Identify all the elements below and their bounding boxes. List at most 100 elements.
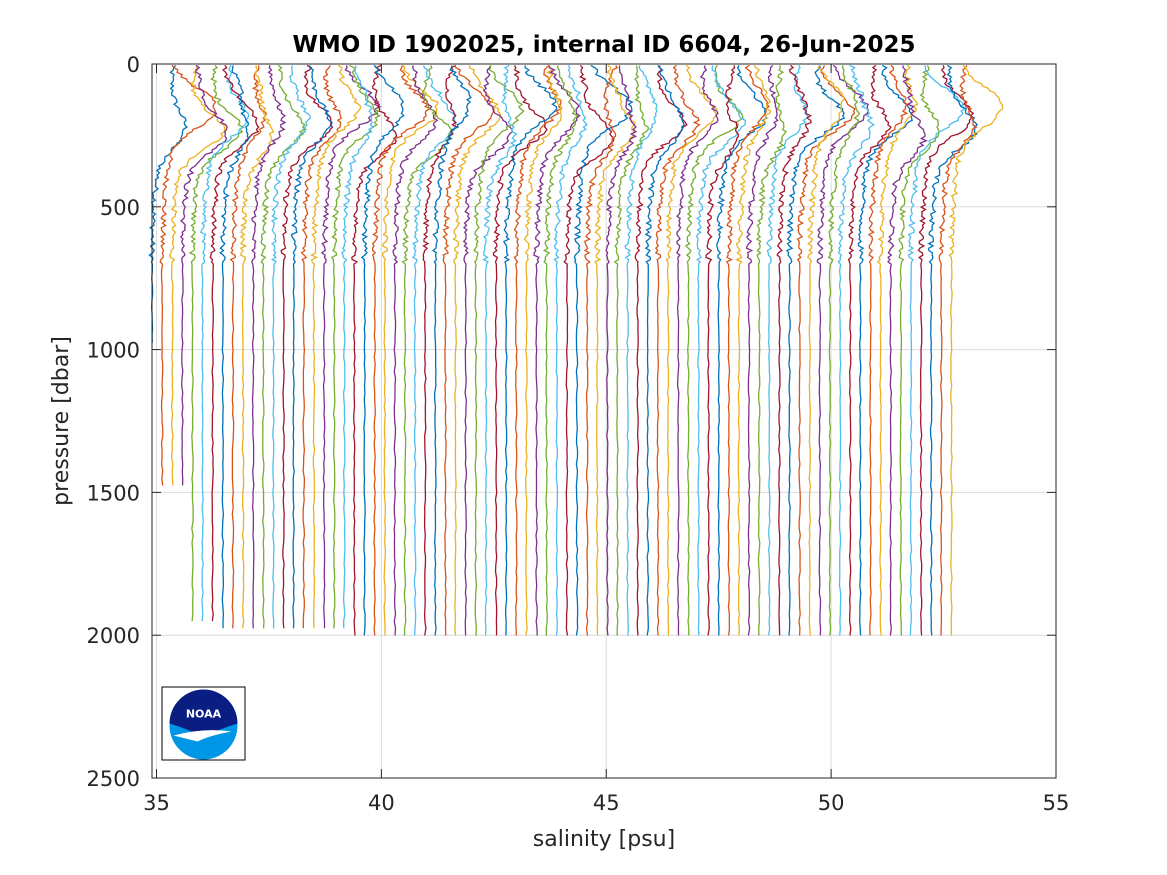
x-tick-label: 50: [818, 791, 845, 815]
noaa-logo: NOAA: [161, 686, 246, 761]
profile-line: [280, 64, 334, 629]
profile-line: [665, 64, 718, 636]
profile-line: [827, 65, 861, 636]
profile-line: [684, 64, 744, 636]
profile-line: [462, 65, 514, 636]
profile-line: [583, 65, 619, 636]
profile-line: [948, 64, 1004, 636]
profile-line: [675, 65, 719, 636]
profile-line: [745, 64, 779, 636]
profile-line: [452, 65, 502, 636]
profile-line: [251, 65, 287, 629]
profile-line: [290, 65, 333, 629]
profile-line: [492, 65, 548, 636]
profile-line: [188, 64, 246, 622]
axis-ticks: 35 40 45 50 55 0 500 1000 1500 2000 2500: [87, 53, 1070, 815]
profile-line: [179, 64, 228, 486]
y-tick-label: 2000: [87, 624, 140, 648]
profile-line: [887, 65, 928, 636]
profile-line: [796, 65, 856, 636]
profile-line: [442, 65, 495, 636]
profile-line: [360, 64, 405, 636]
x-axis-label: salinity [psu]: [533, 827, 675, 852]
profile-line: [735, 65, 772, 636]
x-tick-label: 40: [368, 791, 395, 815]
profile-line: [705, 65, 739, 636]
profile-line: [148, 64, 188, 343]
x-tick-label: 35: [143, 791, 170, 815]
x-tick-label: 55: [1043, 791, 1070, 815]
profile-line: [876, 64, 919, 636]
y-tick-label: 500: [100, 196, 140, 220]
profile-line: [695, 65, 746, 636]
profile-line: [594, 64, 636, 636]
y-tick-label: 1000: [87, 339, 140, 363]
profile-line: [392, 65, 439, 636]
profile-line: [219, 65, 250, 629]
profile-line: [310, 64, 362, 629]
profile-line: [553, 65, 588, 636]
profile-line: [159, 64, 217, 486]
profile-line: [542, 65, 579, 636]
profile-line: [340, 65, 375, 629]
profile-line: [563, 64, 615, 636]
profile-line: [401, 65, 452, 636]
profile-line: [605, 65, 638, 636]
profile-line: [411, 65, 457, 636]
profile-line: [644, 64, 685, 636]
profile-line: [432, 65, 472, 636]
grid-lines: [152, 64, 1056, 778]
y-tick-label: 2500: [87, 767, 140, 791]
profile-line: [613, 65, 649, 636]
y-axis-label: pressure [dbar]: [49, 336, 74, 506]
profile-line: [786, 65, 846, 636]
profile-line: [857, 64, 913, 636]
profile-line: [573, 64, 634, 636]
profile-line: [422, 64, 459, 636]
logo-wave: [173, 730, 232, 742]
profile-line: [776, 64, 812, 636]
profile-line: [473, 65, 525, 636]
profile-line: [199, 64, 250, 622]
profile-line: [634, 65, 688, 636]
logo-top-shape: [169, 689, 238, 738]
profile-line: [513, 64, 563, 636]
profile-line: [330, 64, 381, 629]
profile-line: [898, 65, 940, 636]
profile-line: [806, 64, 845, 636]
profile-line: [917, 65, 975, 636]
profile-line: [816, 64, 870, 636]
profile-line: [927, 64, 979, 636]
profile-line: [766, 65, 809, 636]
profile-line: [300, 65, 343, 629]
profile-line: [725, 64, 771, 636]
profile-line: [624, 65, 658, 636]
profile-line: [523, 64, 563, 636]
logo-text: NOAA: [186, 708, 222, 721]
profile-line: [867, 64, 909, 636]
profile-lines: [148, 64, 1004, 636]
profile-line: [239, 65, 275, 629]
profile-line: [320, 65, 382, 629]
plot-frame: [151, 63, 1057, 779]
profile-line: [209, 64, 260, 622]
profile-line: [847, 64, 892, 636]
profile-line: [270, 65, 311, 629]
profile-line: [837, 64, 876, 636]
profile-line: [371, 65, 432, 636]
profile-line: [260, 64, 308, 629]
y-tick-label: 1500: [87, 481, 140, 505]
profile-line: [907, 65, 966, 636]
profile-line: [503, 65, 558, 636]
profile-line: [938, 65, 978, 636]
x-tick-label: 45: [593, 791, 620, 815]
y-tick-label: 0: [127, 53, 140, 77]
profile-line: [229, 65, 268, 629]
profile-line: [482, 64, 518, 636]
profile-line: [351, 64, 398, 636]
profile-line: [755, 65, 787, 636]
profile-line: [654, 64, 701, 636]
profile-line: [169, 65, 226, 486]
profile-line: [533, 65, 581, 636]
